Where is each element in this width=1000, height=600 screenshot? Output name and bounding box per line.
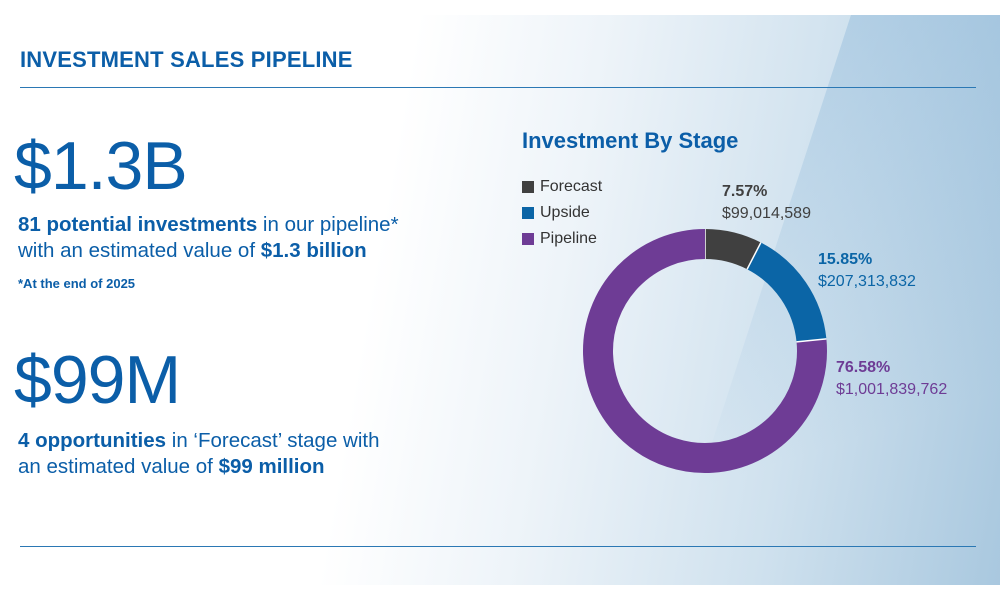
total-line1-rest: in our pipeline* [257, 213, 399, 236]
footnote: *At the end of 2025 [18, 276, 136, 291]
donut-separator [796, 338, 827, 343]
data-label-percent-pipeline: 76.58% [836, 359, 890, 376]
total-count-text: 81 potential investments [18, 213, 258, 236]
donut-slice-upside [746, 242, 827, 343]
data-label-value-forecast: $99,014,589 [722, 205, 811, 222]
legend-swatch-forecast [522, 181, 534, 193]
bottom-divider [20, 546, 976, 547]
legend-swatch-upside [522, 207, 534, 219]
legend-swatch-pipeline [522, 233, 534, 245]
legend-item-forecast: Forecast [522, 174, 602, 200]
total-line2-pre: with an estimated value of [18, 238, 261, 262]
page-background [0, 15, 1000, 585]
donut-slice-pipeline [583, 229, 827, 473]
forecast-description: 4 opportunities in ‘Forecast’ stage with… [18, 428, 380, 479]
forecast-count-text: 4 opportunities [18, 429, 167, 452]
data-label-value-upside: $207,313,832 [818, 273, 916, 290]
legend-label-pipeline: Pipeline [540, 230, 597, 247]
forecast-line2-pre: an estimated value of [18, 454, 219, 478]
chart-title: Investment By Stage [522, 128, 739, 153]
donut-separator [746, 242, 762, 270]
data-label-value-pipeline: $1,001,839,762 [836, 381, 947, 398]
forecast-description-line1: 4 opportunities in ‘Forecast’ stage with [18, 428, 380, 454]
total-amount-text: $1.3 billion [260, 238, 367, 262]
page-title: INVESTMENT SALES PIPELINE [20, 47, 353, 72]
forecast-amount-text: $99 million [218, 454, 325, 478]
forecast-value-stat: $99M [14, 342, 181, 418]
legend-label-upside: Upside [540, 204, 590, 221]
total-value-stat: $1.3B [14, 128, 188, 204]
data-label-percent-forecast: 7.57% [722, 183, 767, 200]
total-description-line1: 81 potential investments in our pipeline… [18, 212, 399, 238]
total-description: 81 potential investments in our pipeline… [18, 212, 399, 263]
forecast-line1-rest: in ‘Forecast’ stage with [166, 429, 380, 452]
legend-item-upside: Upside [522, 200, 602, 226]
forecast-description-line2: an estimated value of $99 million [18, 454, 380, 480]
top-divider [20, 87, 976, 88]
legend-label-forecast: Forecast [540, 178, 603, 195]
chart-legend: Forecast Upside Pipeline [522, 174, 602, 252]
data-label-percent-upside: 15.85% [818, 251, 872, 268]
donut-slice-forecast [704, 229, 761, 270]
legend-item-pipeline: Pipeline [522, 226, 602, 252]
total-description-line2: with an estimated value of $1.3 billion [18, 238, 399, 264]
